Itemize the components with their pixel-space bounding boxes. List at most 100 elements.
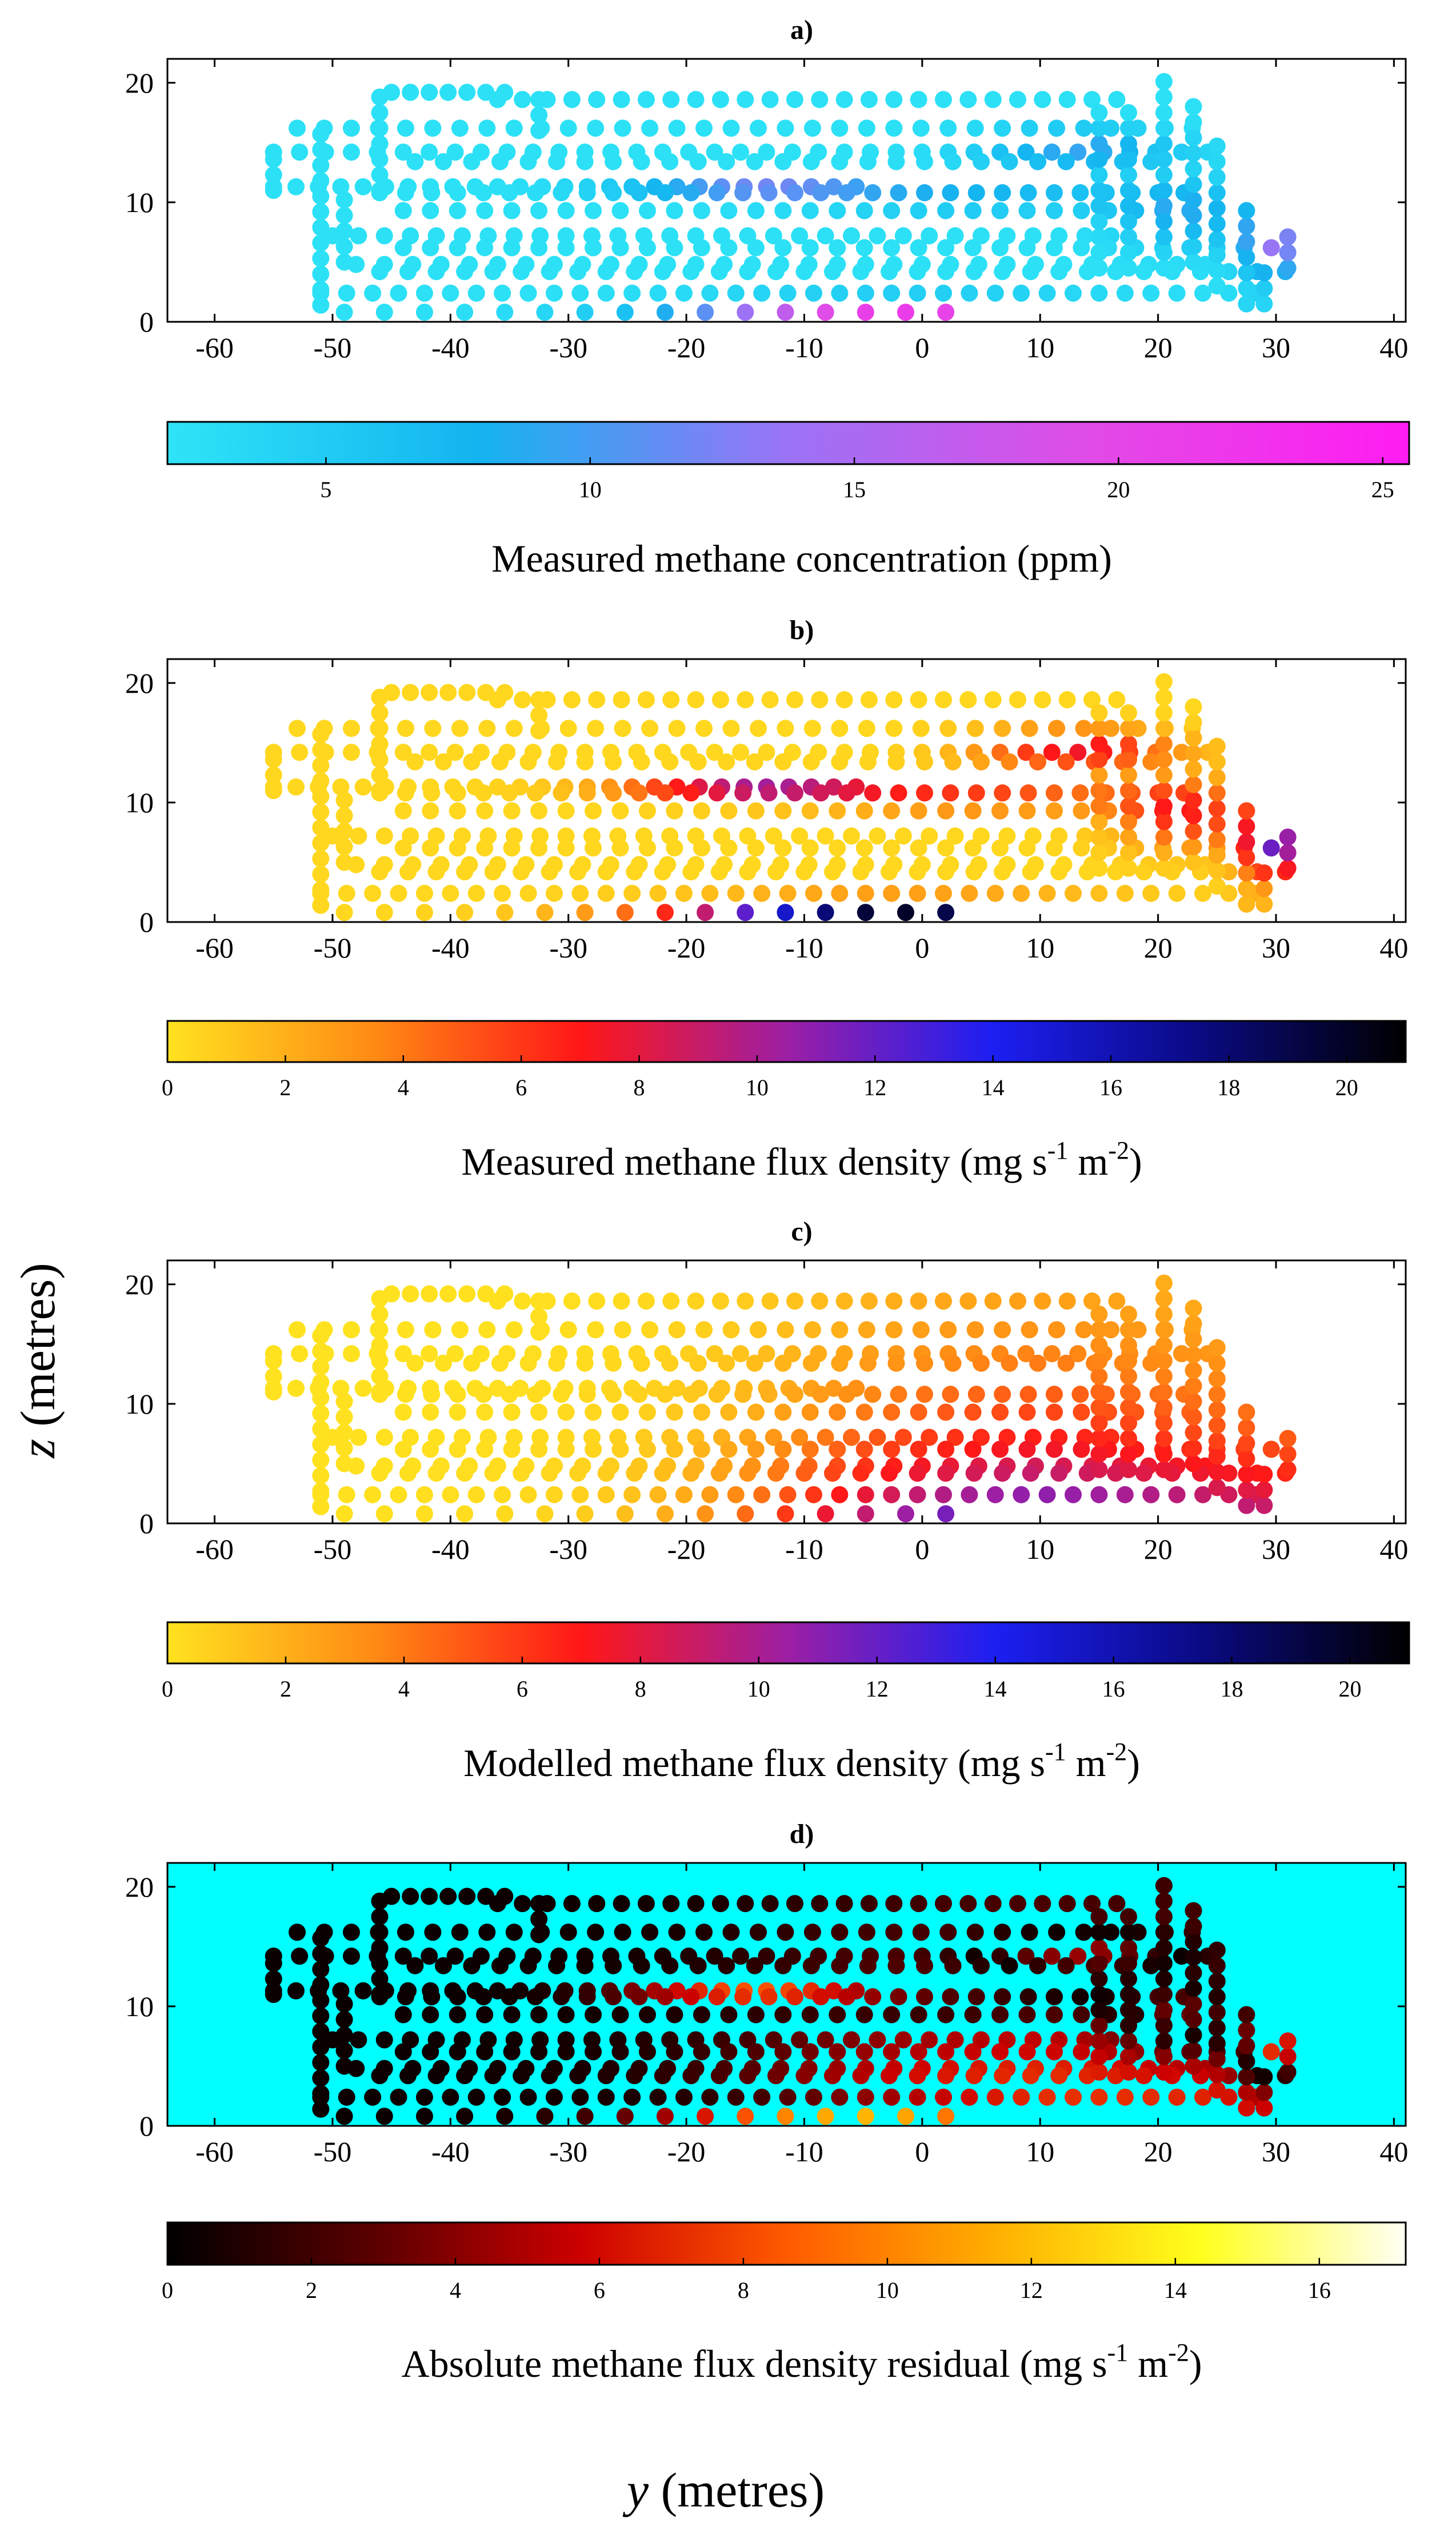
data-point	[397, 1321, 414, 1339]
data-point	[371, 720, 389, 737]
data-point	[795, 2067, 813, 2085]
data-point	[530, 1440, 548, 1458]
data-point	[706, 1948, 723, 1965]
data-point	[758, 143, 775, 161]
data-point	[991, 239, 1009, 257]
data-point	[265, 782, 282, 799]
data-point	[774, 239, 792, 257]
data-point	[312, 803, 330, 821]
data-point	[697, 904, 714, 921]
data-point	[1185, 1424, 1202, 1442]
data-point	[1065, 284, 1082, 302]
colorbar-tick-label: 20	[1335, 1075, 1358, 1100]
data-point	[394, 1440, 412, 1458]
data-point	[701, 284, 719, 302]
data-point	[265, 751, 282, 768]
data-point	[475, 784, 493, 802]
data-point	[791, 227, 809, 245]
data-point	[335, 853, 353, 871]
data-point	[722, 119, 740, 137]
data-point	[803, 119, 821, 137]
data-point	[1155, 1954, 1173, 1972]
data-point	[503, 202, 521, 220]
data-point	[494, 884, 511, 902]
data-point	[883, 1403, 901, 1421]
data-point	[585, 2006, 602, 2024]
data-point	[737, 1895, 754, 1913]
data-point	[761, 1292, 779, 1310]
data-point	[666, 1440, 683, 1458]
data-point	[478, 1321, 496, 1339]
data-point	[530, 122, 548, 139]
data-point	[747, 839, 765, 857]
data-point	[1155, 735, 1173, 753]
data-point	[823, 263, 841, 281]
data-point	[859, 153, 877, 170]
data-point	[424, 119, 442, 137]
x-tick-label: -20	[667, 2136, 706, 2168]
data-point	[805, 884, 822, 902]
data-point	[421, 684, 438, 701]
data-point	[1045, 1988, 1063, 2006]
data-point	[530, 1926, 548, 1944]
data-point	[967, 184, 985, 202]
data-point	[666, 2006, 683, 2024]
data-point	[397, 720, 414, 737]
data-point	[1185, 1455, 1202, 1472]
data-point	[1238, 833, 1255, 851]
data-point	[578, 184, 596, 202]
data-point	[458, 1285, 476, 1303]
data-point	[1185, 175, 1202, 193]
data-point	[1013, 1486, 1030, 1503]
data-point	[312, 1389, 330, 1407]
data-point	[530, 1323, 548, 1341]
data-point	[312, 757, 330, 775]
data-point	[682, 2067, 700, 2085]
data-point	[765, 827, 782, 845]
data-point	[463, 1957, 481, 1974]
data-point	[1120, 1970, 1138, 1988]
data-point	[467, 284, 485, 302]
data-point	[484, 263, 502, 281]
data-point	[939, 720, 957, 737]
data-point	[394, 202, 412, 220]
data-point	[439, 83, 457, 101]
data-point	[1208, 199, 1226, 217]
data-point	[342, 1948, 360, 1965]
data-point	[623, 2088, 641, 2106]
data-point	[1238, 2084, 1255, 2101]
data-point	[737, 91, 754, 109]
data-point	[786, 691, 803, 709]
data-point	[1120, 150, 1138, 168]
data-point	[576, 153, 594, 170]
data-point	[994, 184, 1011, 202]
data-point	[915, 1386, 933, 1403]
data-point	[829, 1440, 846, 1458]
data-point	[912, 119, 930, 137]
data-point	[312, 172, 330, 190]
data-point	[1238, 895, 1255, 913]
x-tick-label: -50	[314, 932, 352, 964]
data-point	[779, 284, 797, 302]
colorbar-tick-label: 6	[594, 2277, 605, 2303]
data-point	[786, 1386, 803, 1403]
data-point	[1155, 259, 1173, 277]
data-point	[1208, 153, 1226, 170]
data-point	[1120, 119, 1138, 137]
data-point	[335, 1505, 353, 1523]
data-point	[422, 2006, 439, 2024]
data-point	[553, 1386, 570, 1403]
data-point	[831, 753, 849, 771]
data-point	[427, 863, 445, 881]
data-point	[774, 753, 792, 771]
data-point	[831, 1924, 849, 1941]
data-point	[421, 143, 438, 161]
data-point	[1208, 246, 1226, 264]
data-point	[666, 1403, 683, 1421]
data-point	[946, 827, 964, 845]
data-point	[289, 720, 306, 737]
data-point	[1057, 753, 1075, 771]
data-point	[860, 1292, 878, 1310]
data-point	[817, 227, 834, 245]
data-point	[656, 304, 674, 321]
